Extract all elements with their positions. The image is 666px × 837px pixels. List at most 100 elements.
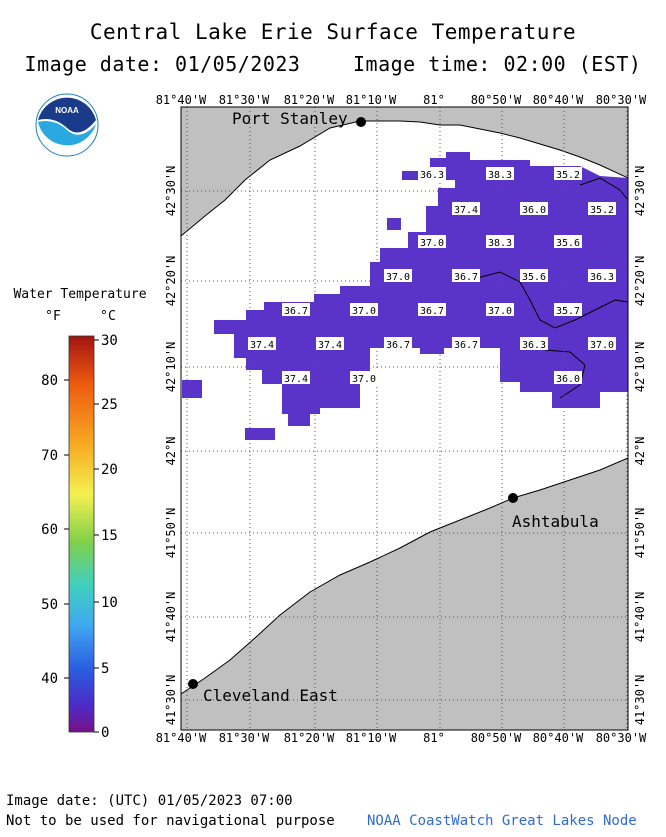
- temperature-label: 38.3: [488, 238, 512, 249]
- c-tick-label: 20: [101, 462, 118, 478]
- c-tick-label: 10: [101, 595, 118, 611]
- temperature-label: 35.6: [522, 272, 546, 283]
- f-tick-label: 80: [41, 373, 58, 389]
- lat-label-left: 41°40'N: [164, 592, 178, 643]
- lat-label-left: 42°30'N: [164, 166, 178, 217]
- lon-label-top: 81°30'W: [219, 93, 270, 107]
- temperature-label: 36.7: [454, 340, 478, 351]
- footer-note: Not to be used for navigational purpose: [6, 813, 335, 829]
- lat-label-left: 42°20'N: [164, 256, 178, 307]
- latitude-labels-left: 42°30'N 42°20'N 42°10'N 42°N 41°50'N 41°40'N 4…: [164, 166, 178, 726]
- lat-label-left: 41°50'N: [164, 508, 178, 559]
- temperature-label: 37.4: [250, 340, 274, 351]
- temperature-label: 37.4: [284, 374, 308, 385]
- c-tick-label: 5: [101, 661, 109, 677]
- temperature-label: 38.3: [488, 170, 512, 181]
- lat-label-right: 41°50'N: [633, 508, 647, 559]
- lon-label-bottom: 81°10'W: [346, 731, 397, 745]
- temperature-label: 36.7: [420, 306, 444, 317]
- lon-label-bottom: 80°50'W: [471, 731, 522, 745]
- c-tick-label: 15: [101, 528, 118, 544]
- temperature-label: 36.7: [454, 272, 478, 283]
- unit-c-label: °C: [100, 309, 116, 324]
- lon-label-top: 80°30'W: [596, 93, 647, 107]
- image-datetime: Image date: 01/05/2023 Image time: 02:00…: [0, 52, 666, 76]
- color-bar: [68, 335, 95, 733]
- temperature-label: 36.0: [556, 374, 580, 385]
- lon-label-top: 81°40'W: [156, 93, 207, 107]
- map-border: [180, 106, 629, 731]
- lat-label-left: 42°N: [164, 437, 178, 466]
- c-tick-label: 0: [101, 725, 109, 741]
- place-cleveland-east: Cleveland East: [203, 686, 338, 705]
- legend-title: Water Temperature: [13, 287, 146, 302]
- place-markers: Port Stanley Ashtabula Cleveland East: [188, 109, 599, 705]
- lon-label-bottom: 80°30'W: [596, 731, 647, 745]
- temperature-label: 35.2: [590, 205, 614, 216]
- lon-label-top: 80°50'W: [471, 93, 522, 107]
- temperature-label: 36.3: [590, 272, 614, 283]
- north-shore-land: [181, 107, 628, 237]
- temperature-label: 37.0: [386, 272, 410, 283]
- isotherm-contour-2: [544, 349, 586, 399]
- temperature-label: 37.0: [352, 306, 376, 317]
- fahrenheit-ticks: 80 70 60 50 40: [41, 373, 69, 687]
- credit-link[interactable]: NOAA CoastWatch Great Lakes Node: [367, 813, 637, 829]
- f-tick-label: 60: [41, 522, 58, 538]
- lat-label-left: 41°30'N: [164, 675, 178, 726]
- temperature-label: 37.0: [352, 374, 376, 385]
- lat-label-left: 42°10'N: [164, 342, 178, 393]
- temperature-label: 36.3: [522, 340, 546, 351]
- map-panel: 36.3 38.3 35.2 37.4 36.0 35.2 37.0 38.3 35.6 37.0…: [156, 93, 647, 745]
- cleveland-east-marker: [188, 679, 198, 689]
- f-tick-label: 50: [41, 597, 58, 613]
- temperature-label: 35.7: [556, 306, 580, 317]
- lat-label-right: 41°30'N: [633, 675, 647, 726]
- lat-label-right: 42°N: [633, 437, 647, 466]
- lon-label-bottom: 81°: [423, 731, 445, 745]
- noaa-logo: NOAA: [35, 93, 99, 157]
- celsius-ticks: 30 25 20 15 10 5 0: [94, 333, 118, 741]
- place-ashtabula: Ashtabula: [512, 512, 599, 531]
- lat-label-right: 42°10'N: [633, 342, 647, 393]
- south-shore-land: [181, 457, 628, 730]
- lon-label-bottom: 81°20'W: [284, 731, 335, 745]
- map-title: Central Lake Erie Surface Temperature: [89, 20, 577, 44]
- c-tick-label: 25: [101, 397, 118, 413]
- isotherm-contour-3: [579, 177, 628, 201]
- lon-label-top: 80°40'W: [533, 93, 584, 107]
- longitude-labels-bottom: 81°40'W 81°30'W 81°20'W 81°10'W 81° 80°50'W 80…: [156, 731, 647, 745]
- temperature-label: 37.4: [318, 340, 342, 351]
- image-date: Image date: 01/05/2023: [24, 52, 301, 76]
- temperature-label: 35.6: [556, 238, 580, 249]
- temperature-label: 36.7: [386, 340, 410, 351]
- temperature-label: 35.2: [556, 170, 580, 181]
- latitude-labels-right: 42°30'N 42°20'N 42°10'N 42°N 41°50'N 41°40'N 4…: [633, 166, 647, 726]
- logo-text: NOAA: [55, 106, 79, 115]
- temperature-data-field: [182, 152, 628, 440]
- temperature-label: 36.7: [284, 306, 308, 317]
- footer-utc-date: Image date: (UTC) 01/05/2023 07:00: [6, 793, 293, 809]
- lon-label-top: 81°20'W: [284, 93, 335, 107]
- isotherm-contour: [469, 271, 628, 329]
- longitude-labels-top: 81°40'W 81°30'W 81°20'W 81°10'W 81° 80°50'W 80…: [156, 93, 647, 107]
- lon-label-top: 81°10'W: [346, 93, 397, 107]
- temperature-label: 37.0: [590, 340, 614, 351]
- lon-label-bottom: 81°40'W: [156, 731, 207, 745]
- c-tick-label: 30: [101, 333, 118, 349]
- lon-label-bottom: 81°30'W: [219, 731, 270, 745]
- lon-label-top: 81°: [423, 93, 445, 107]
- temperature-label: 37.0: [420, 238, 444, 249]
- ashtabula-marker: [508, 493, 518, 503]
- temperature-label: 36.0: [522, 205, 546, 216]
- lon-label-bottom: 80°40'W: [533, 731, 584, 745]
- lat-label-right: 42°30'N: [633, 166, 647, 217]
- image-time: Image time: 02:00 (EST): [353, 52, 642, 76]
- place-port-stanley: Port Stanley: [232, 109, 348, 128]
- unit-f-label: °F: [45, 309, 61, 324]
- graticule: [181, 107, 628, 730]
- port-stanley-marker: [356, 117, 366, 127]
- f-tick-label: 70: [41, 448, 58, 464]
